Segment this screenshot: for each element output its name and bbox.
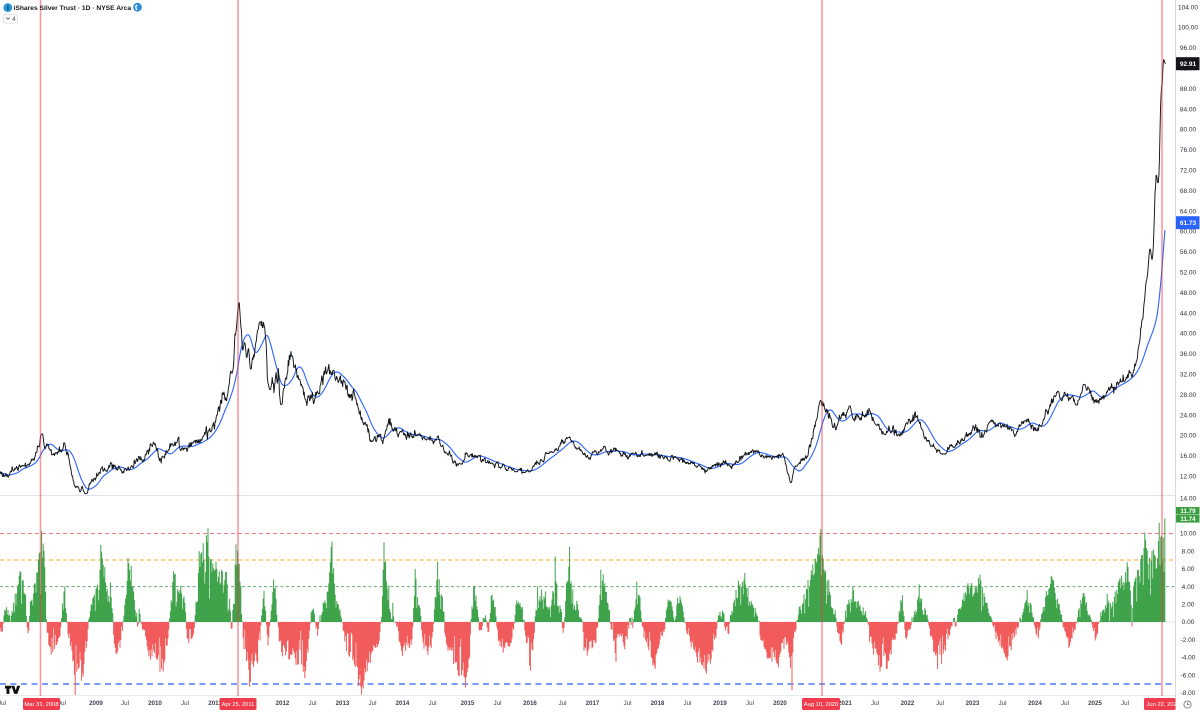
svg-text:Jul: Jul <box>369 700 377 707</box>
svg-text:2010: 2010 <box>148 700 162 707</box>
svg-text:Jul: Jul <box>1121 700 1129 707</box>
svg-text:104.00: 104.00 <box>1178 4 1198 11</box>
svg-text:68.00: 68.00 <box>1180 188 1197 195</box>
svg-text:12.00: 12.00 <box>1180 474 1197 481</box>
svg-text:i: i <box>7 5 9 12</box>
svg-text:Jul: Jul <box>624 700 632 707</box>
svg-text:Jul: Jul <box>684 700 692 707</box>
svg-text:2019: 2019 <box>713 700 727 707</box>
svg-text:Jul: Jul <box>0 700 6 707</box>
svg-text:2023: 2023 <box>966 700 980 707</box>
svg-text:-4.00: -4.00 <box>1181 655 1196 662</box>
svg-text:2024: 2024 <box>1028 700 1042 707</box>
svg-text:84.00: 84.00 <box>1180 106 1197 113</box>
svg-text:Jul: Jul <box>999 700 1007 707</box>
svg-text:16.00: 16.00 <box>1180 453 1197 460</box>
svg-text:Jul: Jul <box>429 700 437 707</box>
svg-text:4.00: 4.00 <box>1182 584 1195 591</box>
svg-text:20.00: 20.00 <box>1180 433 1197 440</box>
svg-text:2025: 2025 <box>1088 700 1102 707</box>
svg-text:Aug 10, 2020: Aug 10, 2020 <box>804 702 839 708</box>
svg-text:iShares Silver Trust · 1D · NY: iShares Silver Trust · 1D · NYSE Arca <box>14 5 132 12</box>
svg-text:Jul: Jul <box>559 700 567 707</box>
svg-text:72.00: 72.00 <box>1180 168 1197 175</box>
svg-text:2014: 2014 <box>396 700 410 707</box>
svg-text:61.73: 61.73 <box>1180 220 1197 227</box>
svg-text:Apr 25, 2011: Apr 25, 2011 <box>222 702 255 708</box>
svg-text:Jul: Jul <box>746 700 754 707</box>
svg-text:2018: 2018 <box>651 700 665 707</box>
svg-text:0.00: 0.00 <box>1182 619 1195 626</box>
svg-text:64.00: 64.00 <box>1180 208 1197 215</box>
svg-text:76.00: 76.00 <box>1180 147 1197 154</box>
svg-text:2022: 2022 <box>901 700 915 707</box>
svg-text:Jul: Jul <box>181 700 189 707</box>
svg-text:Jul: Jul <box>1061 700 1069 707</box>
svg-text:Jul: Jul <box>494 700 502 707</box>
svg-text:60.00: 60.00 <box>1180 229 1197 236</box>
svg-text:92.91: 92.91 <box>1180 61 1197 68</box>
svg-text:80.00: 80.00 <box>1180 127 1197 134</box>
svg-text:2012: 2012 <box>276 700 290 707</box>
svg-text:2020: 2020 <box>773 700 787 707</box>
svg-text:2009: 2009 <box>89 700 103 707</box>
svg-text:11.74: 11.74 <box>1180 516 1196 523</box>
svg-text:Jun 22, 202: Jun 22, 202 <box>1147 702 1177 708</box>
svg-text:36.00: 36.00 <box>1180 351 1197 358</box>
svg-text:6.00: 6.00 <box>1182 566 1195 573</box>
svg-text:11.79: 11.79 <box>1180 508 1196 515</box>
svg-text:2.00: 2.00 <box>1182 602 1195 609</box>
svg-text:2015: 2015 <box>461 700 475 707</box>
svg-text:Jul: Jul <box>871 700 879 707</box>
svg-text:Jul: Jul <box>936 700 944 707</box>
svg-text:32.00: 32.00 <box>1180 372 1197 379</box>
svg-text:52.00: 52.00 <box>1180 270 1197 277</box>
svg-text:2013: 2013 <box>336 700 350 707</box>
svg-text:48.00: 48.00 <box>1180 290 1197 297</box>
svg-text:Mar 31, 2008: Mar 31, 2008 <box>24 702 58 708</box>
svg-text:10.00: 10.00 <box>1180 531 1197 538</box>
svg-text:Jul: Jul <box>121 700 129 707</box>
svg-text:44.00: 44.00 <box>1180 310 1197 317</box>
svg-text:8.00: 8.00 <box>1182 548 1195 555</box>
svg-text:24.00: 24.00 <box>1180 412 1197 419</box>
svg-text:-2.00: -2.00 <box>1181 637 1196 644</box>
svg-text:56.00: 56.00 <box>1180 249 1197 256</box>
svg-text:2016: 2016 <box>523 700 537 707</box>
svg-text:-8.00: -8.00 <box>1181 690 1196 697</box>
svg-text:2021: 2021 <box>838 700 852 707</box>
svg-text:96.00: 96.00 <box>1180 45 1197 52</box>
svg-text:88.00: 88.00 <box>1180 86 1197 93</box>
svg-text:Jul: Jul <box>309 700 317 707</box>
svg-text:14.00: 14.00 <box>1180 495 1197 502</box>
svg-text:100.00: 100.00 <box>1178 25 1198 32</box>
svg-text:-6.00: -6.00 <box>1181 672 1196 679</box>
svg-text:40.00: 40.00 <box>1180 331 1197 338</box>
svg-text:28.00: 28.00 <box>1180 392 1197 399</box>
svg-text:2017: 2017 <box>586 700 600 707</box>
